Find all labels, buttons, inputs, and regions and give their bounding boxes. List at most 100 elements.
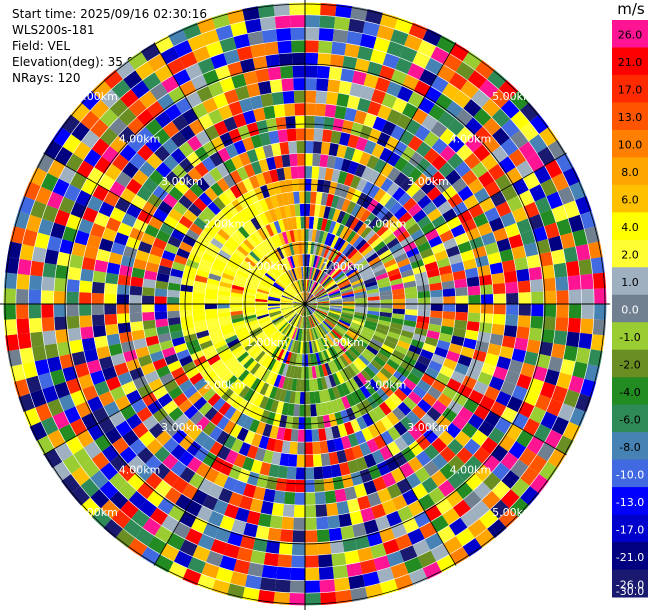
range-gate xyxy=(319,323,329,335)
range-gate xyxy=(129,152,147,170)
range-gate xyxy=(456,464,474,482)
range-gate xyxy=(511,348,526,363)
range-gate xyxy=(415,450,432,467)
range-gate xyxy=(380,430,394,446)
range-gate xyxy=(441,280,455,290)
range-gate xyxy=(119,144,137,162)
range-gate xyxy=(246,220,258,233)
range-gate xyxy=(529,474,549,494)
range-gate xyxy=(321,321,332,332)
range-gate xyxy=(272,181,282,195)
range-gate xyxy=(296,295,305,304)
range-gate xyxy=(267,358,277,371)
range-gate xyxy=(447,399,463,415)
range-gate xyxy=(316,256,323,269)
range-gate xyxy=(142,392,158,407)
range-gate xyxy=(419,247,434,259)
range-gate xyxy=(295,267,300,280)
range-gate xyxy=(384,196,398,211)
range-gate xyxy=(53,290,67,304)
range-gate xyxy=(230,292,243,298)
range-gate xyxy=(305,542,319,556)
range-gate xyxy=(205,288,219,295)
range-gate xyxy=(373,405,387,420)
range-gate xyxy=(452,270,466,281)
range-gate xyxy=(216,210,230,224)
range-label: 4.00km xyxy=(450,463,492,476)
range-gate xyxy=(287,403,295,417)
range-gate xyxy=(384,136,400,152)
range-gate xyxy=(289,2,305,15)
range-gate xyxy=(103,69,123,89)
range-gate xyxy=(184,265,198,275)
range-gate xyxy=(235,326,248,335)
range-gate xyxy=(157,93,175,111)
range-gate xyxy=(324,167,334,181)
range-gate xyxy=(137,108,155,127)
range-gate xyxy=(297,166,305,179)
range-gate xyxy=(317,306,330,311)
range-gate xyxy=(512,412,529,430)
range-gate xyxy=(273,490,286,504)
colorbar-unit: m/s xyxy=(617,0,645,18)
range-gate xyxy=(239,242,252,254)
range-gate xyxy=(581,288,594,304)
range-gate xyxy=(202,172,217,187)
range-gate xyxy=(52,178,70,197)
range-gate xyxy=(413,80,431,97)
range-gate xyxy=(181,277,195,287)
range-gate xyxy=(350,175,362,190)
range-gate xyxy=(98,391,115,407)
range-gate xyxy=(362,571,380,587)
range-gate xyxy=(263,105,276,120)
range-gate xyxy=(224,241,237,253)
range-gate xyxy=(539,461,558,482)
range-gate xyxy=(308,216,315,229)
range-gate xyxy=(231,345,244,356)
range-gate xyxy=(230,310,243,316)
range-gate xyxy=(317,541,332,555)
range-gate xyxy=(226,392,239,406)
range-gate xyxy=(412,51,431,69)
range-gate xyxy=(52,126,71,147)
range-gate xyxy=(269,310,282,316)
range-gate xyxy=(345,407,356,421)
range-gate xyxy=(350,418,362,433)
range-gate xyxy=(528,454,548,474)
range-gate xyxy=(100,462,118,481)
range-gate xyxy=(233,140,247,155)
range-gate xyxy=(71,466,90,486)
range-gate xyxy=(400,330,414,339)
range-gate xyxy=(473,481,492,500)
range-gate xyxy=(18,195,35,215)
range-gate xyxy=(481,362,496,376)
range-gate xyxy=(17,332,32,350)
range-gate xyxy=(417,355,431,367)
range-gate xyxy=(167,289,180,298)
range-gate xyxy=(43,139,63,160)
range-gate xyxy=(188,203,203,217)
range-gate xyxy=(460,249,475,262)
range-gate xyxy=(366,313,379,320)
range-gate xyxy=(320,322,330,333)
range-gate xyxy=(273,104,286,118)
range-gate xyxy=(305,304,310,316)
range-gate xyxy=(323,116,335,131)
range-gate xyxy=(479,509,499,529)
range-gate xyxy=(381,93,397,109)
range-gate xyxy=(277,40,292,54)
range-label: 3.00km xyxy=(407,421,449,434)
range-gate xyxy=(118,463,136,482)
range-gate xyxy=(447,153,464,170)
range-gate xyxy=(206,550,224,567)
range-gate xyxy=(407,135,423,152)
range-gate xyxy=(293,304,305,309)
range-gate xyxy=(129,312,143,323)
range-gate xyxy=(392,304,406,310)
range-gate xyxy=(271,287,283,294)
range-gate xyxy=(407,167,423,183)
range-gate xyxy=(70,486,90,506)
range-gate xyxy=(305,366,309,379)
range-gate xyxy=(201,156,216,172)
range-gate xyxy=(267,300,280,303)
